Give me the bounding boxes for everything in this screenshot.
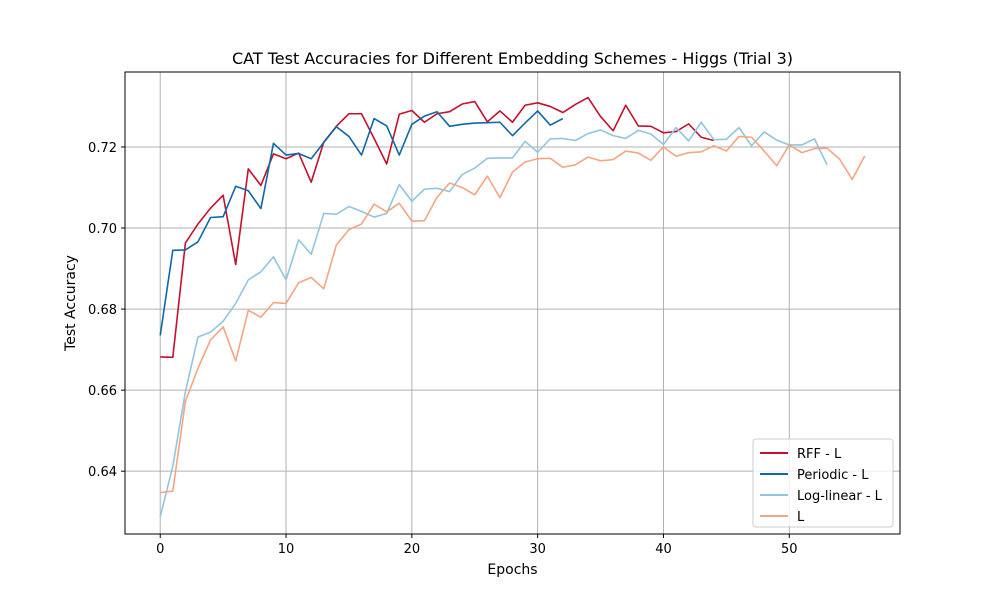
plot-frame [124, 71, 901, 535]
y-tick-label: 0.64 [88, 465, 117, 480]
y-tick-label: 0.68 [88, 303, 117, 318]
series-line-2 [159, 110, 564, 336]
x-tick-label: 10 [278, 542, 295, 557]
legend-label: RFF - L [797, 447, 842, 462]
x-axis-label: Epochs [487, 562, 537, 578]
series-lines [159, 96, 866, 517]
x-tick-label: 40 [655, 542, 672, 557]
legend-box [752, 438, 894, 528]
legend-label: L [797, 510, 805, 525]
series-line-4 [160, 135, 866, 494]
legend-label: Periodic - L [797, 468, 869, 483]
chart-legend: RFF - L Periodic - L Log-linear - L L [752, 438, 894, 528]
x-tick-label: 20 [404, 542, 421, 557]
x-tick-label: 30 [529, 542, 546, 557]
y-tick-label: 0.72 [88, 141, 117, 156]
y-tick-label: 0.66 [88, 384, 117, 399]
series-line-3 [159, 121, 828, 517]
y-axis-label: Test Accuracy [63, 255, 79, 352]
x-tick-label: 0 [156, 542, 164, 557]
series-line-1 [160, 96, 714, 359]
legend-label: Log-linear - L [797, 489, 883, 504]
y-tick-label: 0.70 [88, 222, 117, 237]
axis-ticks: 0 10 20 30 40 50 0.64 0.66 0.68 0.70 0.72 [88, 141, 798, 557]
chart-title: CAT Test Accuracies for Different Embedd… [232, 49, 793, 68]
grid-lines [125, 72, 900, 534]
x-tick-label: 50 [781, 542, 798, 557]
